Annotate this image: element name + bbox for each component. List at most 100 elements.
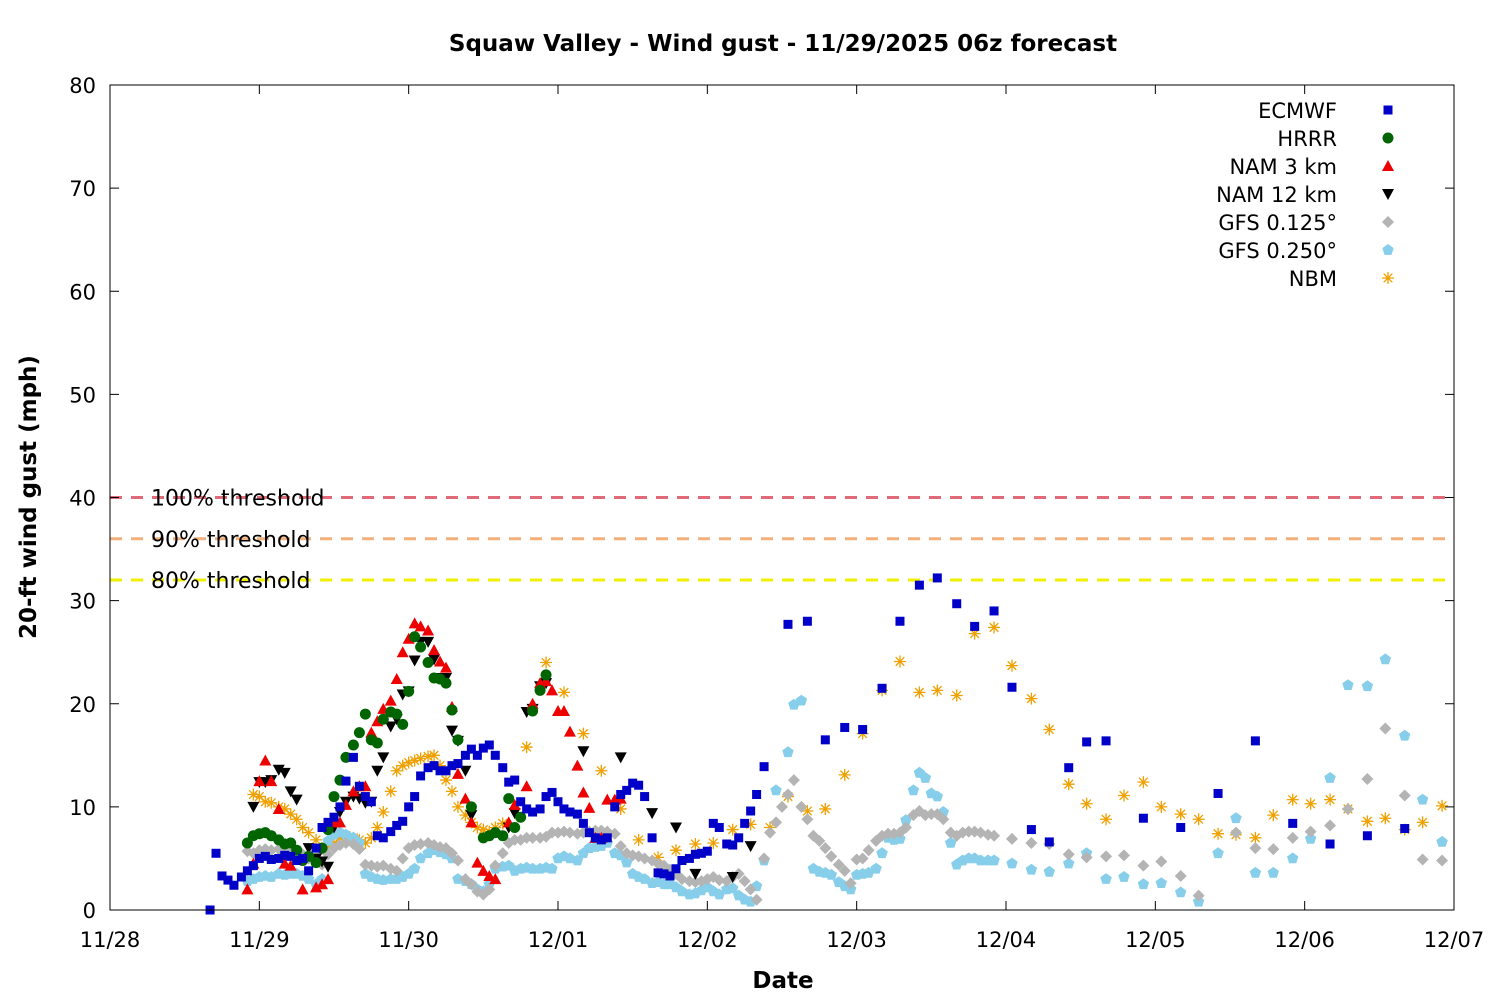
data-point	[477, 823, 490, 836]
data-point	[932, 573, 942, 583]
data-point	[429, 761, 439, 771]
data-point	[968, 627, 981, 640]
y-tick-label: 50	[69, 383, 96, 407]
data-point	[669, 844, 682, 857]
data-point	[265, 796, 278, 809]
data-point	[744, 818, 757, 831]
data-point	[1267, 843, 1280, 856]
data-point	[707, 836, 720, 849]
data-point	[465, 801, 477, 813]
data-point	[988, 829, 1001, 842]
data-point	[1080, 797, 1093, 810]
threshold-lines: 100% threshold 90% threshold 80% threshold	[110, 487, 1454, 594]
data-point	[952, 599, 962, 609]
data-point	[396, 852, 409, 865]
data-point	[322, 840, 335, 853]
data-point	[414, 838, 427, 850]
data-point	[403, 685, 415, 697]
data-point	[900, 814, 912, 826]
data-point	[348, 752, 358, 762]
data-point	[247, 801, 260, 813]
data-point	[472, 750, 482, 760]
data-point	[577, 746, 590, 758]
legend-label: HRRR	[1277, 127, 1337, 151]
data-point	[950, 689, 963, 702]
data-point	[546, 862, 558, 874]
data-point	[483, 883, 496, 896]
data-point	[1212, 847, 1224, 859]
data-point	[378, 833, 388, 843]
series-ecmwf	[205, 573, 1410, 915]
data-point	[1043, 723, 1056, 736]
data-point	[471, 821, 484, 834]
data-point	[447, 761, 457, 771]
data-point	[1416, 816, 1429, 829]
data-point	[1249, 842, 1262, 855]
data-point	[1324, 819, 1337, 832]
y-tick-label: 70	[69, 177, 96, 201]
data-point	[397, 718, 409, 730]
data-point	[1007, 682, 1017, 692]
data-point	[304, 866, 314, 876]
y-tick-label: 30	[69, 590, 96, 614]
data-point	[451, 767, 464, 779]
data-point	[563, 826, 576, 839]
data-point	[1324, 772, 1336, 783]
data-point	[1304, 825, 1317, 838]
data-point	[1324, 793, 1337, 806]
y-tick-label: 0	[83, 899, 96, 923]
data-point	[825, 850, 838, 863]
legend-marker	[1383, 105, 1393, 115]
data-point	[1043, 865, 1055, 877]
data-point	[1436, 835, 1448, 847]
data-point	[328, 791, 340, 803]
data-point	[504, 777, 514, 787]
data-point	[669, 822, 682, 834]
legend-marker	[1382, 244, 1394, 255]
data-point	[496, 817, 509, 830]
data-point	[876, 847, 888, 859]
data-point	[1213, 788, 1223, 798]
data-point	[614, 840, 627, 853]
data-point	[253, 775, 266, 787]
data-point	[434, 655, 447, 667]
data-point	[1399, 729, 1411, 741]
data-point	[298, 853, 308, 863]
data-point	[652, 851, 665, 864]
y-axis-label: 20-ft wind gust (mph)	[16, 355, 42, 639]
data-point	[333, 816, 346, 828]
data-point	[322, 873, 335, 885]
data-point	[391, 708, 403, 720]
series-hrrr	[241, 631, 552, 869]
data-point	[914, 580, 924, 590]
data-point	[428, 654, 441, 666]
data-point	[632, 833, 645, 846]
data-point	[1062, 778, 1075, 791]
data-point	[365, 726, 378, 738]
data-point	[1117, 789, 1130, 802]
data-point	[722, 839, 732, 849]
data-point	[1118, 871, 1130, 882]
data-point	[396, 646, 409, 658]
data-point	[628, 778, 638, 788]
data-point	[497, 830, 509, 842]
data-point	[1155, 855, 1168, 868]
data-point	[392, 820, 402, 830]
data-point	[758, 852, 771, 865]
data-point	[528, 807, 538, 817]
data-point	[974, 854, 987, 866]
data-point	[428, 749, 441, 762]
data-point	[783, 619, 793, 629]
data-point	[510, 775, 520, 785]
data-point	[360, 792, 370, 802]
data-point	[508, 798, 521, 810]
data-point	[1267, 809, 1280, 822]
data-point	[1400, 824, 1410, 834]
data-point	[414, 752, 427, 765]
data-point	[409, 631, 421, 643]
data-point	[247, 788, 260, 801]
data-point	[893, 655, 906, 668]
data-point	[259, 795, 272, 808]
data-point	[534, 684, 546, 696]
